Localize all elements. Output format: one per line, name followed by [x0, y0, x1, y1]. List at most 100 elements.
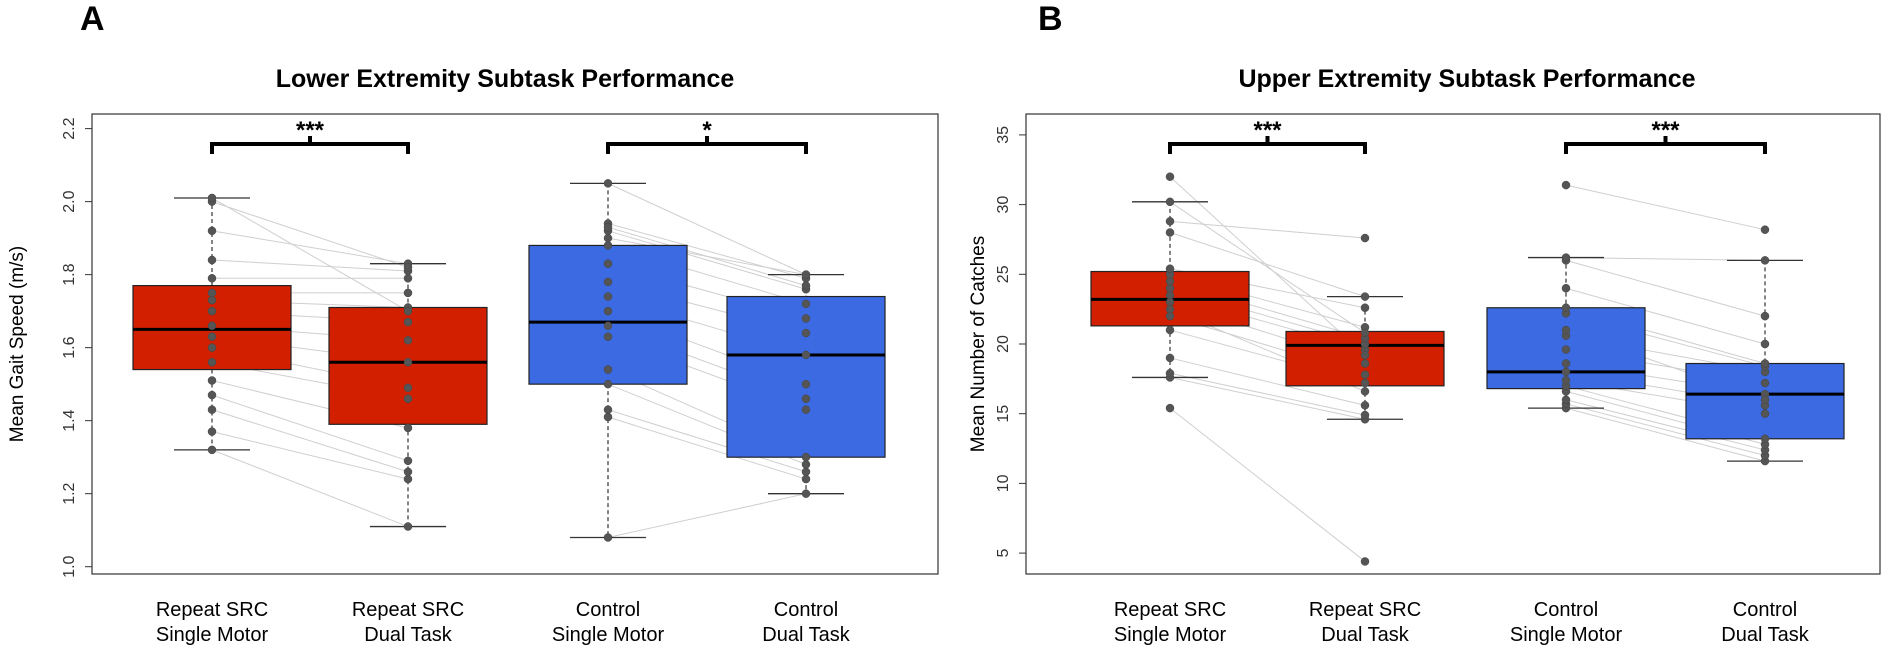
data-point [1760, 225, 1770, 234]
data-point [1360, 410, 1370, 420]
significance-label: * [702, 117, 712, 144]
significance-label: *** [1651, 117, 1680, 144]
data-point [403, 522, 413, 531]
data-point [1760, 395, 1770, 405]
data-point [207, 376, 217, 385]
data-point [801, 379, 811, 389]
data-point [403, 306, 413, 316]
data-point [801, 328, 811, 338]
data-point [1561, 180, 1571, 190]
panel-letter-b: B [1038, 0, 1063, 38]
data-point [1760, 359, 1770, 368]
paired-line [607, 226, 807, 287]
data-point [1360, 370, 1370, 379]
data-point [603, 405, 613, 414]
significance-label: *** [296, 117, 325, 144]
category-label: Single Motor [552, 624, 665, 646]
chart-title-a: Lower Extremity Subtask Performance [276, 65, 735, 93]
data-point [801, 299, 811, 309]
data-point [207, 274, 217, 283]
data-point [207, 358, 217, 367]
data-point [1165, 264, 1175, 273]
data-point [801, 314, 811, 323]
data-point [1360, 387, 1370, 396]
data-point [403, 263, 413, 272]
data-point [1165, 217, 1175, 226]
category-label: Control [774, 599, 838, 621]
data-point [1360, 350, 1370, 360]
y-tick-label: 1.2 [61, 482, 78, 504]
data-point [1561, 325, 1571, 335]
paired-line [211, 259, 409, 272]
paired-line [1169, 372, 1366, 416]
data-point [403, 467, 413, 477]
data-point [1760, 378, 1770, 388]
paired-line [1169, 176, 1366, 356]
data-point [1760, 434, 1770, 444]
paired-line [1169, 376, 1366, 420]
data-point [207, 332, 217, 341]
data-point [603, 412, 613, 422]
significance-label: *** [1253, 117, 1282, 144]
paired-line [1565, 407, 1766, 462]
data-point [403, 383, 413, 393]
data-point [1165, 325, 1175, 335]
data-point [603, 321, 613, 330]
paired-line [1565, 403, 1766, 456]
data-point [603, 259, 613, 268]
y-axis-label-a: Mean Gait Speed (m/s) [7, 246, 28, 442]
paired-line [211, 409, 409, 473]
paired-line [607, 416, 807, 480]
y-tick-label: 1.4 [61, 409, 78, 431]
data-point [207, 343, 217, 352]
data-point [801, 350, 811, 360]
data-point [403, 358, 413, 367]
y-tick-label: 35 [995, 126, 1012, 144]
data-point [603, 365, 613, 374]
data-point [403, 474, 413, 484]
data-point [207, 306, 217, 316]
data-point [603, 179, 613, 188]
data-point [1165, 172, 1175, 181]
data-point [207, 255, 217, 265]
data-point [603, 277, 613, 287]
paired-line [1169, 407, 1366, 562]
panel-letter-a: A [80, 0, 105, 38]
paired-line [1169, 232, 1366, 298]
data-point [207, 226, 217, 236]
paired-line [607, 230, 807, 290]
paired-line [1169, 220, 1366, 239]
paired-line [607, 493, 807, 538]
data-point [403, 274, 413, 283]
data-point [207, 321, 217, 330]
paired-line [1565, 184, 1766, 231]
data-point [403, 288, 413, 298]
category-label: Control [576, 599, 640, 621]
paired-line [211, 394, 409, 462]
data-point [1760, 256, 1770, 265]
plot-frame-b [1025, 113, 1881, 575]
paired-line [607, 182, 807, 276]
data-point [1561, 303, 1571, 313]
category-label: Dual Task [762, 624, 850, 646]
data-point [1360, 378, 1370, 388]
data-point [207, 405, 217, 414]
category-label: Control [1534, 599, 1598, 621]
category-label: Control [1733, 599, 1797, 621]
data-point [603, 306, 613, 316]
y-tick-label: 5 [995, 549, 1012, 558]
significance-bracket [1168, 142, 1367, 154]
panel-a: A Lower Extremity Subtask Performance Me… [7, 0, 939, 646]
significance-bracket [210, 142, 410, 154]
data-point [1360, 292, 1370, 301]
data-point [403, 336, 413, 345]
significance-bracket [606, 142, 808, 154]
data-point [207, 390, 217, 400]
box-4 [726, 295, 886, 458]
paired-line [211, 230, 409, 265]
data-point [603, 241, 613, 250]
data-point [1561, 253, 1571, 262]
paired-line [1565, 259, 1766, 317]
data-point [403, 394, 413, 404]
data-point [1360, 401, 1370, 410]
